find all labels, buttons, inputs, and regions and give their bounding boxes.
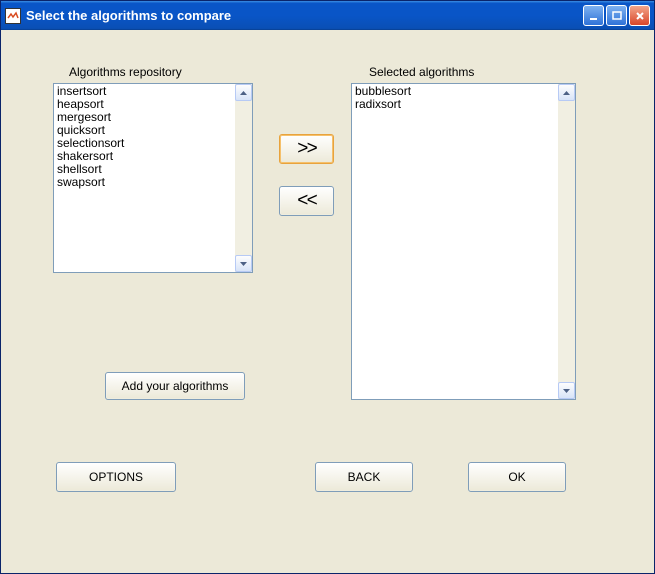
dialog-content: Algorithms repository Selected algorithm…	[1, 30, 654, 573]
app-icon	[5, 8, 21, 24]
back-button[interactable]: BACK	[315, 462, 413, 492]
scroll-down-icon[interactable]	[558, 382, 575, 399]
back-label: BACK	[348, 470, 381, 484]
move-right-button[interactable]: >>	[279, 134, 334, 164]
options-label: OPTIONS	[89, 470, 143, 484]
window-title: Select the algorithms to compare	[26, 8, 583, 23]
close-button[interactable]	[629, 5, 650, 26]
repository-scrollbar[interactable]	[235, 84, 252, 272]
window-controls	[583, 5, 650, 26]
maximize-button[interactable]	[606, 5, 627, 26]
ok-label: OK	[508, 470, 525, 484]
scroll-up-icon[interactable]	[558, 84, 575, 101]
minimize-button[interactable]	[583, 5, 604, 26]
list-item[interactable]: swapsort	[57, 176, 232, 189]
chevron-left-icon: <<	[297, 192, 316, 211]
add-algorithms-button[interactable]: Add your algorithms	[105, 372, 245, 400]
options-button[interactable]: OPTIONS	[56, 462, 176, 492]
chevron-right-icon: >>	[297, 140, 316, 159]
repository-label: Algorithms repository	[69, 65, 182, 79]
selected-scrollbar[interactable]	[558, 84, 575, 399]
list-item[interactable]: radixsort	[355, 98, 555, 111]
scroll-up-icon[interactable]	[235, 84, 252, 101]
dialog-window: Select the algorithms to compare Algorit…	[0, 0, 655, 574]
add-algorithms-label: Add your algorithms	[122, 379, 229, 393]
selected-listbox[interactable]: bubblesortradixsort	[351, 83, 576, 400]
ok-button[interactable]: OK	[468, 462, 566, 492]
titlebar[interactable]: Select the algorithms to compare	[1, 1, 654, 30]
repository-items[interactable]: insertsortheapsortmergesortquicksortsele…	[54, 84, 235, 272]
selected-items[interactable]: bubblesortradixsort	[352, 84, 558, 399]
move-left-button[interactable]: <<	[279, 186, 334, 216]
repository-listbox[interactable]: insertsortheapsortmergesortquicksortsele…	[53, 83, 253, 273]
scroll-down-icon[interactable]	[235, 255, 252, 272]
selected-label: Selected algorithms	[369, 65, 474, 79]
